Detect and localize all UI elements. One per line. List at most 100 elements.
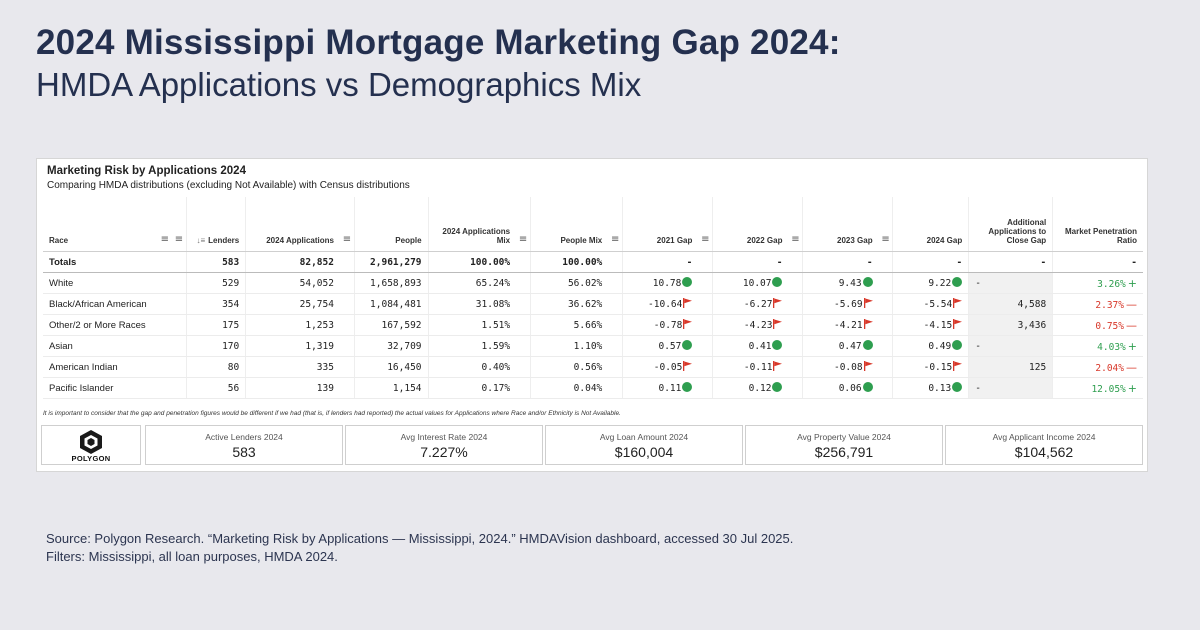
col-header-additional[interactable]: Additional Applications to Close Gap bbox=[968, 197, 1053, 252]
gap-2024-cell: 9.22 bbox=[892, 272, 969, 294]
page-title: 2024 Mississippi Mortgage Marketing Gap … bbox=[36, 23, 841, 62]
gap-2023-cell: 0.47 bbox=[802, 335, 879, 357]
flag-icon bbox=[683, 298, 693, 308]
people-cell: 1,084,481 bbox=[353, 293, 429, 315]
table-row: Asian 170 1,319 32,709 1.59% 1.10% 0.57 0.41 0.4… bbox=[43, 335, 1143, 357]
gap-2023-menu-icon[interactable]: ≡ bbox=[788, 197, 803, 252]
race-cell: Asian bbox=[43, 335, 158, 357]
gap-2022-menu-icon[interactable]: ≡ bbox=[698, 197, 713, 252]
col-header-people[interactable]: People bbox=[353, 197, 429, 252]
additional-cell: - bbox=[968, 377, 1053, 399]
col-header-applications[interactable]: 2024 Applications bbox=[245, 197, 340, 252]
flag-icon bbox=[953, 319, 963, 329]
additional-cell: - bbox=[968, 335, 1053, 357]
race-cell: Pacific Islander bbox=[43, 377, 158, 399]
flag-icon bbox=[683, 319, 693, 329]
sort-desc-icon[interactable]: ↓≡ bbox=[196, 236, 206, 245]
gap-2021-menu-icon[interactable]: ≡ bbox=[608, 197, 623, 252]
people-cell: 16,450 bbox=[353, 356, 429, 378]
kpi-property-value: Avg Property Value 2024 $256,791 bbox=[745, 425, 943, 465]
lenders-cell: 56 bbox=[185, 377, 246, 399]
totals-row: Totals 583 82,852 2,961,279 100.00% 100.… bbox=[43, 251, 1143, 273]
status-ok-icon bbox=[772, 382, 783, 392]
dashboard-panel: Marketing Risk by Applications 2024 Comp… bbox=[36, 158, 1148, 472]
applications-mix-cell: 31.08% bbox=[427, 293, 517, 315]
kpi-row: POLYGON Active Lenders 2024 583 Avg Inte… bbox=[41, 425, 1143, 465]
col-header-gap-2024[interactable]: 2024 Gap bbox=[892, 197, 969, 252]
table-header-row: Race ≡ ≡ ↓≡ Lenders 2024 Applications ≡ P… bbox=[43, 197, 1143, 252]
totals-label: Totals bbox=[43, 251, 158, 273]
race-cell: American Indian bbox=[43, 356, 158, 378]
plus-icon: + bbox=[1127, 339, 1137, 353]
people-cell: 1,658,893 bbox=[353, 272, 429, 294]
totals-applications: 82,852 bbox=[245, 251, 340, 273]
kpi-applicant-income: Avg Applicant Income 2024 $104,562 bbox=[945, 425, 1143, 465]
lenders-menu-icon[interactable]: ≡ bbox=[172, 197, 187, 252]
applications-mix-cell: 1.51% bbox=[427, 314, 517, 336]
col-header-people-mix[interactable]: People Mix bbox=[529, 197, 609, 252]
kpi-value: 7.227% bbox=[420, 444, 468, 460]
col-header-gap-2021[interactable]: 2021 Gap bbox=[622, 197, 699, 252]
applications-cell: 1,253 bbox=[245, 314, 340, 336]
kpi-label: Avg Property Value 2024 bbox=[797, 432, 891, 442]
people-mix-cell: 36.62% bbox=[529, 293, 609, 315]
gap-2023-cell: 9.43 bbox=[802, 272, 879, 294]
kpi-label: Avg Applicant Income 2024 bbox=[992, 432, 1096, 442]
people-cell: 1,154 bbox=[353, 377, 429, 399]
people-menu-icon[interactable]: ≡ bbox=[339, 197, 355, 252]
kpi-label: Active Lenders 2024 bbox=[205, 432, 283, 442]
table-row: White 529 54,052 1,658,893 65.24% 56.02% 10.78… bbox=[43, 272, 1143, 294]
plus-icon: + bbox=[1127, 276, 1137, 290]
col-header-lenders[interactable]: ↓≡ Lenders bbox=[185, 197, 246, 252]
status-ok-icon bbox=[682, 277, 693, 287]
lenders-cell: 80 bbox=[185, 356, 246, 378]
flag-icon bbox=[773, 298, 783, 308]
flag-icon bbox=[773, 319, 783, 329]
totals-people-mix: 100.00% bbox=[529, 251, 609, 273]
kpi-value: 583 bbox=[232, 444, 256, 460]
people-mix-cell: 56.02% bbox=[529, 272, 609, 294]
applications-mix-cell: 65.24% bbox=[427, 272, 517, 294]
gap-2022-cell: -6.27 bbox=[712, 293, 789, 315]
filters-line: Filters: Mississippi, all loan purposes,… bbox=[46, 549, 338, 564]
gap-2024-menu-icon[interactable]: ≡ bbox=[878, 197, 893, 252]
gap-2022-cell: -0.11 bbox=[712, 356, 789, 378]
race-cell: White bbox=[43, 272, 158, 294]
kpi-value: $256,791 bbox=[814, 444, 874, 460]
people-mix-cell: 1.10% bbox=[529, 335, 609, 357]
table-row: Pacific Islander 56 139 1,154 0.17% 0.04% 0.11… bbox=[43, 377, 1143, 399]
status-ok-icon bbox=[862, 382, 873, 392]
race-menu-icon[interactable]: ≡ bbox=[157, 197, 173, 252]
col-header-penetration[interactable]: Market Penetration Ratio bbox=[1052, 197, 1143, 252]
col-header-gap-2022[interactable]: 2022 Gap bbox=[712, 197, 789, 252]
col-header-applications-mix[interactable]: 2024 Applications Mix bbox=[427, 197, 517, 252]
gap-2023-cell: -0.08 bbox=[802, 356, 879, 378]
gap-2021-cell: -0.05 bbox=[622, 356, 699, 378]
status-ok-icon bbox=[862, 340, 873, 350]
gap-2024-cell: -5.54 bbox=[892, 293, 969, 315]
status-ok-icon bbox=[772, 340, 783, 350]
applications-mix-cell: 1.59% bbox=[427, 335, 517, 357]
gap-2022-cell: 0.12 bbox=[712, 377, 789, 399]
flag-icon bbox=[953, 361, 963, 371]
gap-2024-cell: 0.13 bbox=[892, 377, 969, 399]
penetration-cell: 2.37% — bbox=[1052, 293, 1143, 315]
kpi-label: Avg Interest Rate 2024 bbox=[400, 432, 488, 442]
totals-applications-mix: 100.00% bbox=[427, 251, 517, 273]
col-header-gap-2023[interactable]: 2023 Gap bbox=[802, 197, 879, 252]
people-cell: 32,709 bbox=[353, 335, 429, 357]
race-cell: Other/2 or More Races bbox=[43, 314, 158, 336]
people-cell: 167,592 bbox=[353, 314, 429, 336]
minus-icon: — bbox=[1126, 318, 1137, 332]
table-row: Black/African American 354 25,754 1,084,481… bbox=[43, 293, 1143, 315]
gap-2021-cell: -0.78 bbox=[622, 314, 699, 336]
plus-icon: + bbox=[1127, 381, 1137, 395]
people-mix-menu-icon[interactable]: ≡ bbox=[516, 197, 531, 252]
flag-icon bbox=[863, 319, 873, 329]
race-cell: Black/African American bbox=[43, 293, 158, 315]
applications-cell: 1,319 bbox=[245, 335, 340, 357]
status-ok-icon bbox=[862, 277, 873, 287]
col-header-race: Race bbox=[43, 197, 158, 252]
polygon-logo: POLYGON bbox=[41, 425, 141, 465]
people-mix-cell: 5.66% bbox=[529, 314, 609, 336]
